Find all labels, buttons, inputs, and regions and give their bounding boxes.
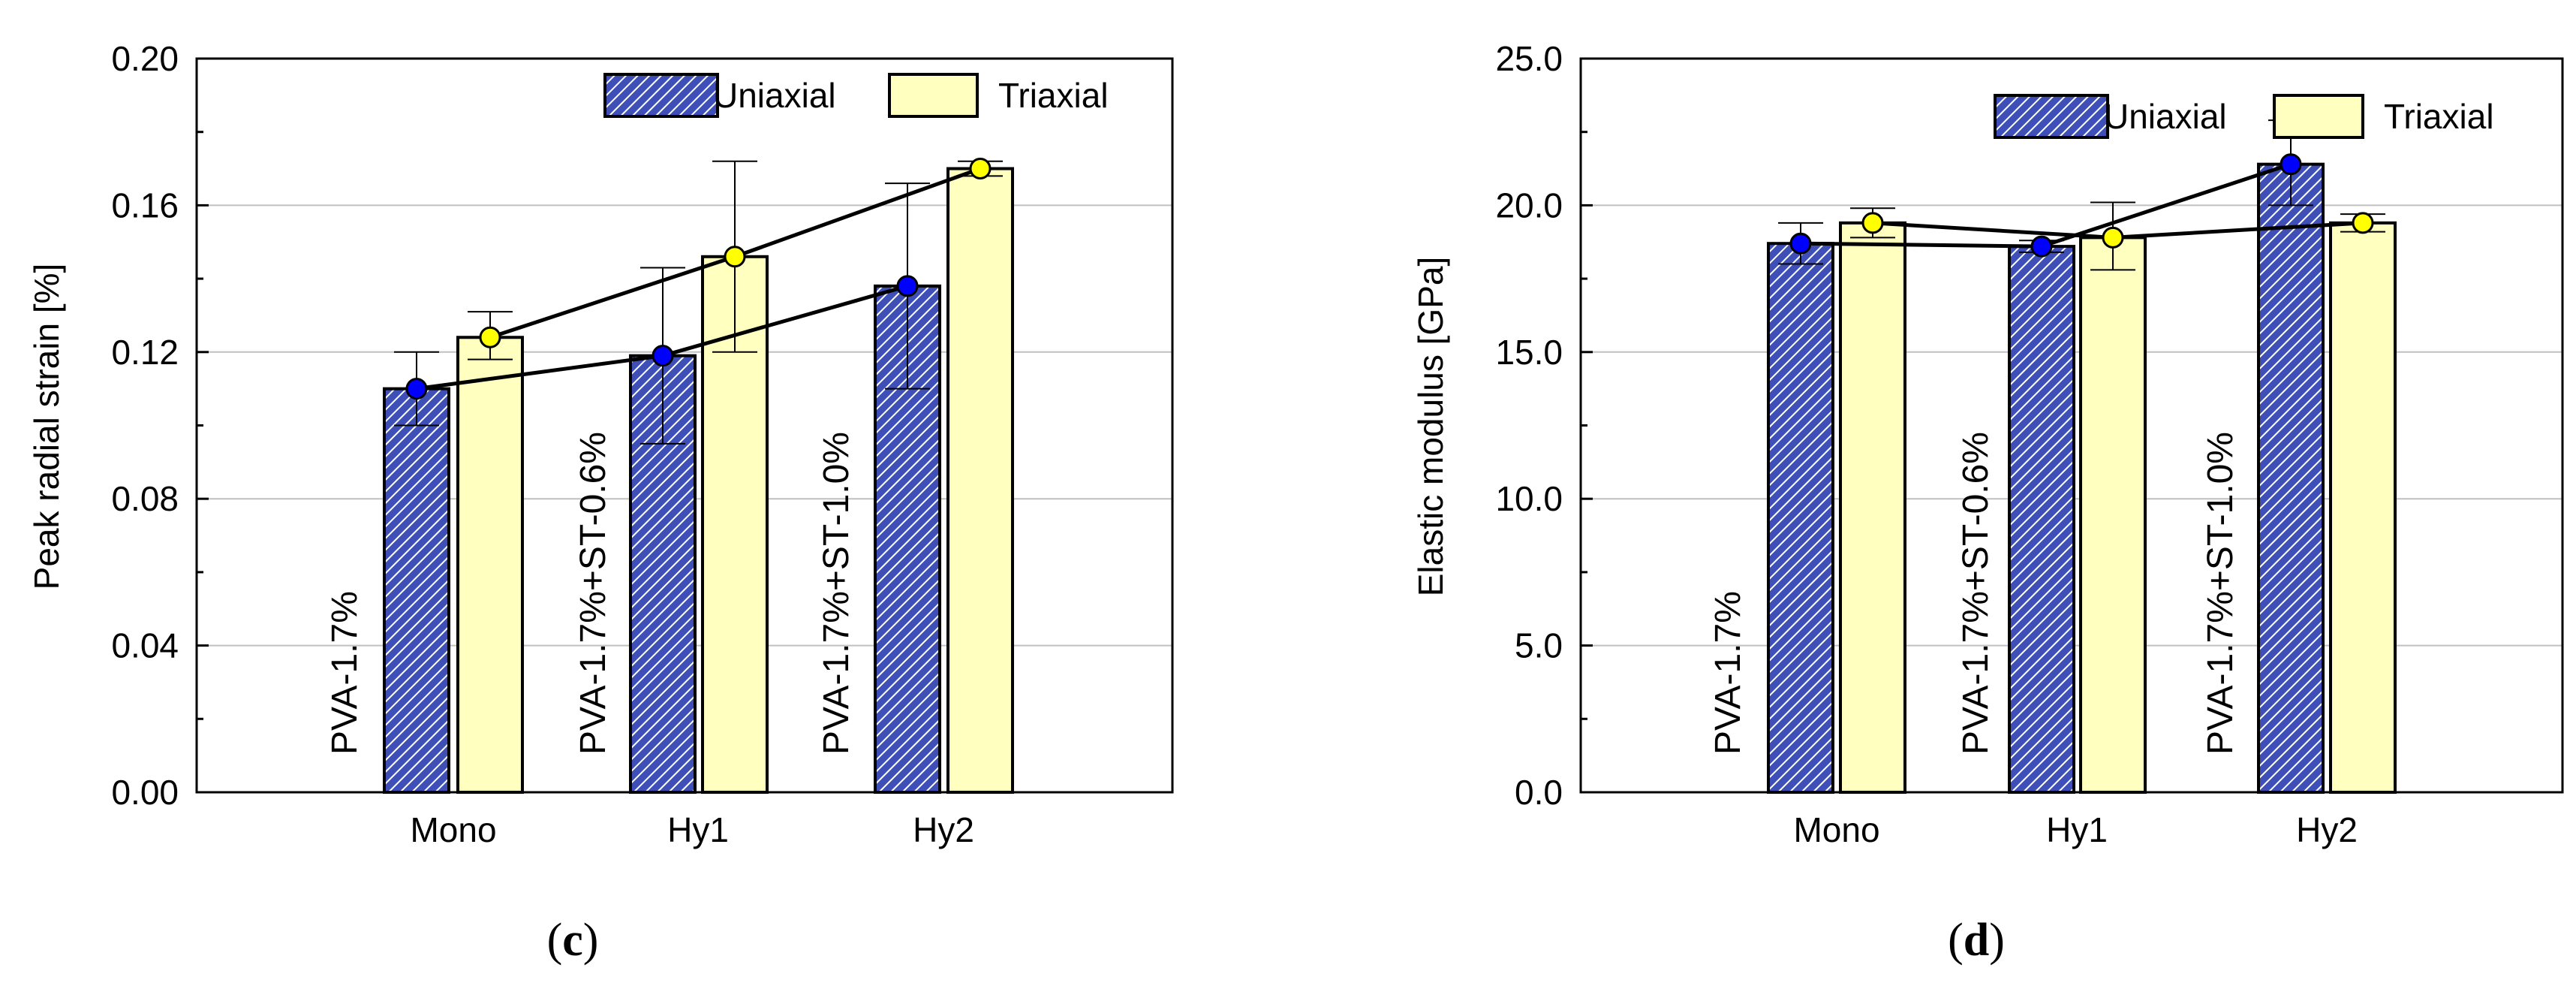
series-markers bbox=[405, 158, 992, 400]
bar-triaxial-hy2 bbox=[946, 167, 1014, 795]
x-tick-label: Mono bbox=[410, 810, 496, 849]
legend: Uniaxial Triaxial bbox=[1994, 94, 2494, 139]
y-tick-labels: 0.00 0.04 0.08 0.12 0.16 0.20 bbox=[111, 39, 179, 812]
chart-panel-d: 0.0 5.0 10.0 15.0 20.0 25.0 Mono Hy1 Hy2 PVA-1.… bbox=[1411, 39, 2564, 966]
point-uniaxial-hy2 bbox=[896, 275, 919, 297]
point-uniaxial-hy1 bbox=[652, 345, 674, 367]
mix-annotation: PVA-1.7%+ST-1.0% bbox=[2201, 432, 2240, 755]
point-uniaxial-mono bbox=[405, 378, 428, 400]
mix-annotations: PVA-1.7% PVA-1.7%+ST-0.6% PVA-1.7%+ST-1.0% bbox=[325, 432, 856, 755]
x-tick-label: Hy1 bbox=[2046, 810, 2108, 849]
axes bbox=[1579, 57, 2564, 794]
y-axis-title: Peak radial strain [%] bbox=[27, 264, 66, 590]
point-triaxial-hy2 bbox=[969, 158, 992, 180]
x-tick-labels: Mono Hy1 Hy2 bbox=[1793, 810, 2357, 849]
y-tick-label: 0.16 bbox=[111, 185, 179, 225]
y-tick-label: 0.04 bbox=[111, 626, 179, 665]
x-tick-label: Hy2 bbox=[2296, 810, 2358, 849]
bar-triaxial-mono bbox=[456, 336, 524, 794]
y-tick-label: 20.0 bbox=[1495, 185, 1563, 225]
x-tick-label: Hy1 bbox=[667, 810, 729, 849]
point-triaxial-hy2 bbox=[2352, 212, 2374, 234]
mix-annotation: PVA-1.7% bbox=[1708, 591, 1748, 755]
point-uniaxial-hy2 bbox=[2280, 153, 2302, 176]
legend-swatch-triaxial bbox=[888, 73, 979, 118]
y-tick-label: 0.0 bbox=[1515, 773, 1563, 812]
y-tick-labels: 0.0 5.0 10.0 15.0 20.0 25.0 bbox=[1495, 39, 1563, 812]
y-axis-title: Elastic modulus [GPa] bbox=[1411, 257, 1450, 597]
legend-swatch-uniaxial bbox=[603, 73, 719, 118]
axes bbox=[195, 57, 1174, 794]
legend: Uniaxial Triaxial bbox=[603, 73, 1109, 118]
bar-uniaxial-mono bbox=[383, 387, 450, 794]
y-tick-label: 0.08 bbox=[111, 479, 179, 518]
mix-annotation: PVA-1.7%+ST-0.6% bbox=[573, 432, 613, 755]
mix-annotation: PVA-1.7% bbox=[325, 591, 365, 755]
x-tick-labels: Mono Hy1 Hy2 bbox=[410, 810, 974, 849]
y-tick-label: 0.00 bbox=[111, 773, 179, 812]
panel-label-d: (d) bbox=[1948, 915, 2005, 966]
point-triaxial-hy1 bbox=[724, 246, 746, 268]
y-tick-label: 5.0 bbox=[1515, 626, 1563, 665]
point-uniaxial-mono bbox=[1789, 232, 1812, 255]
mix-annotation: PVA-1.7%+ST-1.0% bbox=[817, 432, 856, 755]
y-tick-label: 15.0 bbox=[1495, 333, 1563, 372]
bars bbox=[383, 167, 1014, 795]
point-uniaxial-hy1 bbox=[2030, 235, 2053, 258]
bar-uniaxial-hy2 bbox=[2257, 162, 2325, 795]
bars bbox=[1767, 162, 2397, 795]
legend-swatch-uniaxial bbox=[1994, 94, 2109, 139]
mix-annotations: PVA-1.7% PVA-1.7%+ST-0.6% PVA-1.7%+ST-1.0% bbox=[1708, 432, 2240, 755]
legend-label-uniaxial: Uniaxial bbox=[713, 76, 836, 115]
y-tick-label: 0.12 bbox=[111, 333, 179, 372]
y-tick-label: 10.0 bbox=[1495, 479, 1563, 518]
bar-triaxial-mono bbox=[1839, 221, 1906, 794]
bar-uniaxial-mono bbox=[1767, 242, 1834, 795]
legend-label-triaxial: Triaxial bbox=[998, 76, 1109, 115]
point-triaxial-hy1 bbox=[2102, 226, 2124, 249]
chart-panel-c: 0.00 0.04 0.08 0.12 0.16 0.20 Mono Hy1 Hy2 PVA-… bbox=[27, 39, 1174, 966]
legend-label-uniaxial: Uniaxial bbox=[2104, 97, 2227, 136]
point-triaxial-mono bbox=[479, 326, 501, 348]
bar-triaxial-hy1 bbox=[2079, 236, 2147, 794]
bar-uniaxial-hy1 bbox=[2008, 245, 2075, 794]
x-tick-label: Mono bbox=[1793, 810, 1879, 849]
y-tick-label: 25.0 bbox=[1495, 39, 1563, 78]
legend-label-triaxial: Triaxial bbox=[2384, 97, 2494, 136]
point-triaxial-mono bbox=[1861, 212, 1884, 234]
bar-triaxial-hy2 bbox=[2329, 221, 2397, 794]
y-tick-label: 0.20 bbox=[111, 39, 179, 78]
panel-label-c: (c) bbox=[547, 915, 599, 966]
series-markers bbox=[1789, 153, 2374, 258]
mix-annotation: PVA-1.7%+ST-0.6% bbox=[1956, 432, 1996, 755]
legend-swatch-triaxial bbox=[2273, 94, 2364, 139]
x-tick-label: Hy2 bbox=[913, 810, 974, 849]
